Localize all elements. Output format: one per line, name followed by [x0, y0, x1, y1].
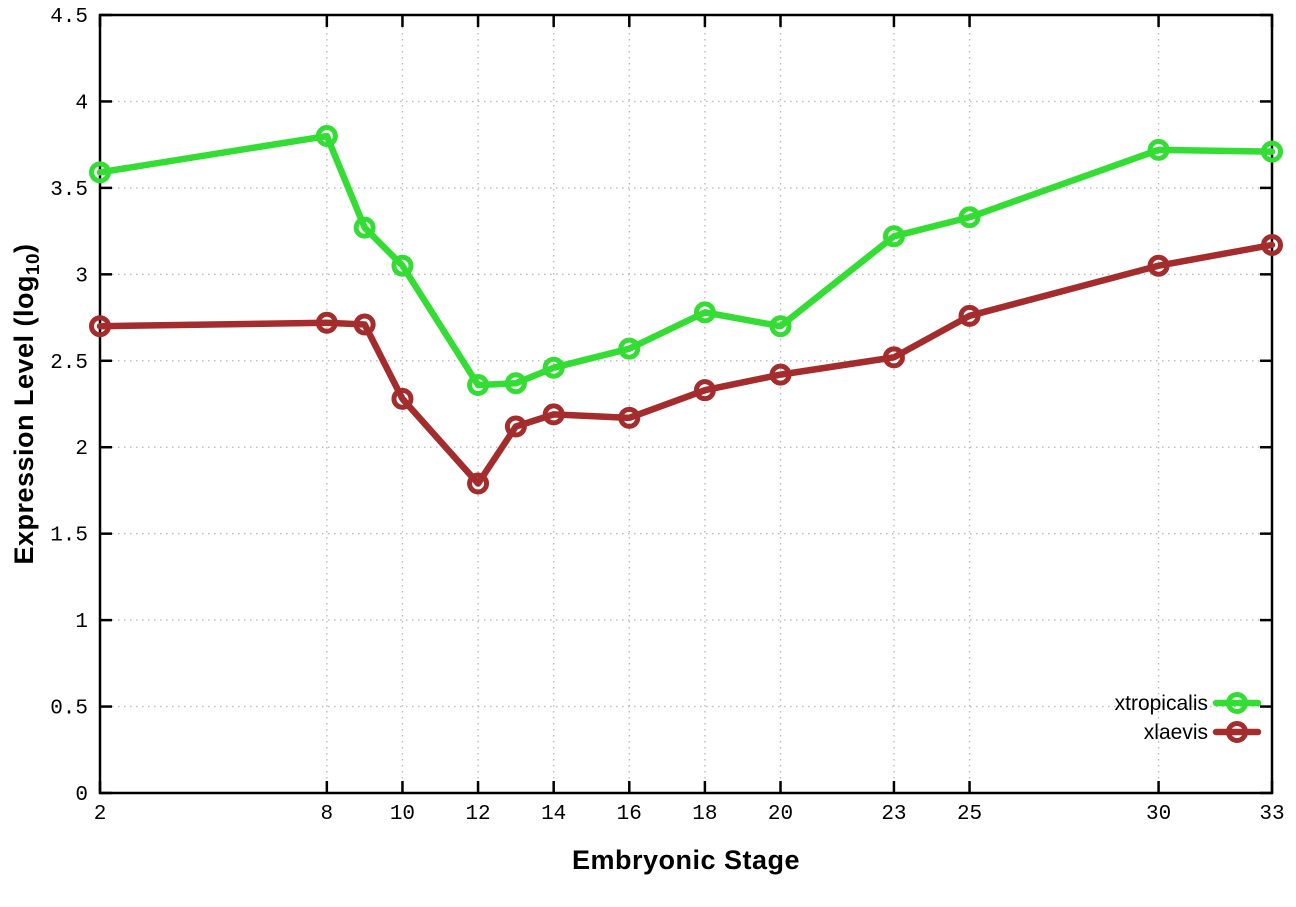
data-point-xlaevis [769, 363, 792, 386]
data-point-xtropicalis [315, 125, 338, 148]
y-tick-label: 2.5 [50, 352, 88, 375]
x-tick-label: 12 [465, 803, 490, 826]
data-point-xtropicalis [618, 337, 641, 360]
data-point-xtropicalis [353, 216, 376, 239]
y-tick-label: 3 [75, 265, 88, 288]
x-tick-label: 25 [957, 803, 982, 826]
data-point-xlaevis [958, 304, 981, 327]
data-point-xtropicalis [769, 315, 792, 338]
y-axis-title: Expression Level (log10) [9, 243, 45, 564]
y-tick-label: 1 [75, 611, 88, 634]
data-point-xtropicalis [1147, 138, 1170, 161]
data-point-xtropicalis [958, 206, 981, 229]
data-point-xtropicalis [89, 161, 111, 184]
x-tick-label: 18 [692, 803, 717, 826]
data-point-xlaevis [618, 406, 641, 429]
y-tick-label: 4.5 [50, 6, 88, 29]
y-tick-label: 0.5 [50, 698, 88, 721]
x-tick-label: 23 [881, 803, 906, 826]
x-tick-label: 30 [1146, 803, 1171, 826]
data-point-xlaevis [467, 472, 490, 495]
legend-label-xtropicalis: xtropicalis [1115, 692, 1208, 715]
data-point-xlaevis [882, 346, 905, 369]
data-point-xtropicalis [504, 372, 527, 395]
data-point-xlaevis [693, 379, 716, 402]
y-tick-label: 4 [75, 92, 88, 115]
y-tick-label: 1.5 [50, 525, 88, 548]
x-tick-label: 2 [94, 803, 107, 826]
y-axis-title-text: Expression Level (log [8, 274, 39, 565]
x-tick-label: 33 [1259, 803, 1284, 826]
plot-border [98, 13, 1274, 795]
data-point-xtropicalis [391, 254, 414, 277]
data-point-xtropicalis [1261, 140, 1283, 163]
data-point-xlaevis [89, 315, 111, 338]
x-tick-label: 8 [321, 803, 334, 826]
data-point-xtropicalis [693, 301, 716, 324]
y-axis-title-suffix: ) [8, 243, 39, 253]
x-axis-title: Embryonic Stage [571, 845, 801, 875]
data-point-xlaevis [1261, 233, 1283, 256]
x-tick-label: 16 [617, 803, 642, 826]
legend-marker-xlaevis [1226, 721, 1248, 743]
series-line-xlaevis [96, 241, 1276, 487]
data-point-xtropicalis [882, 225, 905, 248]
legend-marker-xtropicalis [1226, 692, 1248, 714]
data-point-xlaevis [353, 313, 376, 336]
legend-label-xlaevis: xlaevis [1144, 721, 1208, 744]
series-line-xtropicalis [96, 132, 1276, 389]
x-tick-label: 14 [541, 803, 566, 826]
y-tick-label: 0 [75, 784, 88, 807]
data-point-xtropicalis [467, 373, 490, 396]
data-point-xlaevis [391, 387, 414, 410]
x-tick-label: 10 [390, 803, 415, 826]
data-point-xlaevis [315, 311, 338, 334]
data-point-xlaevis [1147, 254, 1170, 277]
x-tick-label: 20 [768, 803, 793, 826]
y-tick-label: 3.5 [50, 179, 88, 202]
data-point-xlaevis [542, 403, 565, 426]
y-tick-label: 2 [75, 438, 88, 461]
data-point-xlaevis [504, 415, 527, 438]
y-axis-title-subscript: 10 [23, 252, 45, 275]
data-point-xtropicalis [542, 356, 565, 379]
